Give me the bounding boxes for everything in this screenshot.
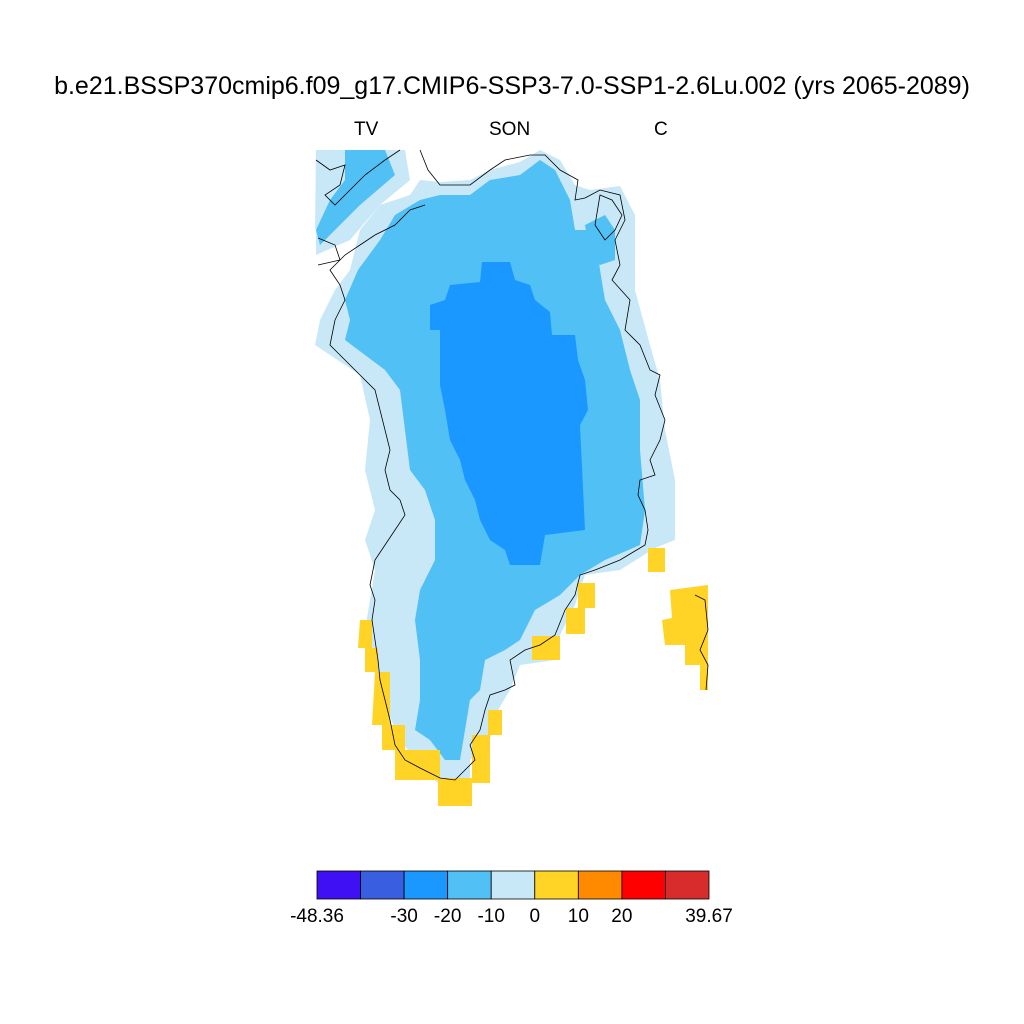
coastline [315, 149, 709, 781]
subtitle-variable: TV [354, 119, 379, 140]
colorbar-tick-label: -48.36 [290, 906, 344, 927]
field-band-minus20-to-minus30 [430, 262, 588, 565]
colorbar-box [360, 870, 405, 900]
colorbar-tick-label: -30 [390, 906, 418, 927]
colorbar-box [665, 870, 710, 900]
colorbar-tick-label: 39.67 [685, 906, 733, 927]
colorbar-box [316, 870, 361, 900]
colorbar-tick-label: -20 [433, 906, 462, 927]
colorbar-box [577, 870, 623, 900]
colorbar-box [621, 870, 666, 900]
colorbar-box [403, 870, 449, 900]
colorbar-tick-label: 0 [529, 906, 541, 927]
colorbar-tick-label: 10 [567, 906, 589, 927]
plot-title: b.e21.BSSP370cmip6.f09_g17.CMIP6-SSP3-7.… [54, 72, 970, 100]
colorbar-box [534, 870, 579, 900]
colorbar-tick-label: 20 [611, 906, 633, 927]
subtitle-units: C [654, 119, 668, 140]
colorbar [316, 870, 710, 900]
colorbar-tick-label: -10 [477, 906, 505, 927]
colorbar-box [490, 870, 536, 900]
colorbar-box [447, 870, 492, 900]
subtitle-season: SON [489, 119, 531, 140]
field-band-minus10-to-minus20-east [585, 215, 615, 265]
